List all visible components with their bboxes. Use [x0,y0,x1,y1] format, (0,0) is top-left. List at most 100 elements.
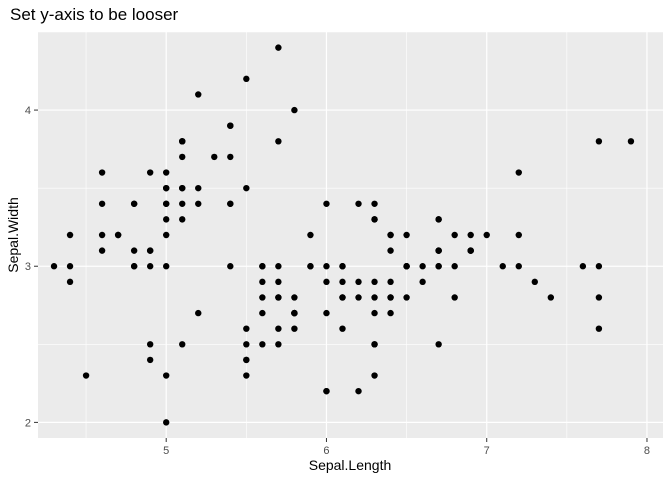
data-point [243,356,250,364]
data-point [371,278,378,286]
x-tick-label: 6 [323,445,329,457]
data-point [355,294,362,301]
x-tick-label: 7 [484,445,490,457]
plot-panel [38,32,663,438]
data-point [419,278,426,286]
data-point [163,169,170,176]
data-point [515,169,522,176]
y-tick-label: 3 [25,261,31,273]
data-point [595,325,603,332]
data-point [627,138,635,145]
data-point [130,263,138,270]
data-point [259,263,266,270]
data-point [163,200,170,207]
data-point [66,263,74,270]
data-point [98,247,106,254]
x-tick-label: 8 [644,445,650,457]
data-point [163,231,170,239]
data-point [243,75,250,83]
data-point [387,278,394,286]
data-point [259,294,266,301]
data-point [66,278,74,286]
data-point [179,184,186,192]
data-point [339,325,346,332]
data-point [275,263,282,270]
data-point [227,263,234,270]
data-point [227,122,234,129]
data-point [451,294,458,301]
data-point [179,153,186,161]
data-point [531,278,538,286]
data-point [163,263,170,270]
data-point [355,278,362,286]
data-point [98,200,106,207]
data-point [595,263,603,270]
data-point [371,341,378,348]
data-point [499,263,506,270]
data-point [323,309,330,317]
data-point [355,200,362,207]
data-point [435,216,442,223]
data-point [243,184,250,192]
chart-title: Set y-axis to be looser [10,5,179,24]
y-tick-label: 4 [25,105,31,117]
data-point [291,294,298,301]
data-point [323,263,330,270]
data-point [371,309,378,317]
data-point [275,294,282,301]
data-point [483,231,490,239]
data-point [595,138,603,145]
x-axis-ticks: 5 6 7 8 [163,438,650,457]
data-point [50,263,58,270]
data-point [146,263,154,270]
data-point [259,278,266,286]
data-point [323,278,330,286]
data-point [98,169,106,176]
data-point [579,263,587,270]
data-point [275,44,282,51]
data-point [179,200,186,207]
data-point [515,231,522,239]
data-point [243,325,250,332]
data-point [82,372,90,379]
data-point [419,263,426,270]
data-point [163,184,170,192]
data-point [547,294,555,301]
data-point [146,247,154,254]
data-point [307,263,314,270]
data-point [275,325,282,332]
data-point [435,341,442,348]
data-point [403,263,410,270]
data-point [371,200,378,207]
x-tick-label: 5 [163,445,169,457]
data-point [227,200,234,207]
data-point [387,231,394,239]
data-point [179,138,186,145]
data-point [275,341,282,348]
data-point [371,294,378,301]
data-point [387,294,394,301]
data-point [355,387,362,395]
data-point [371,372,378,379]
data-point [291,325,298,332]
data-points [50,44,635,426]
data-point [339,278,346,286]
data-point [195,309,202,317]
data-point [403,294,410,301]
data-point [146,356,154,364]
data-point [291,309,298,317]
data-point [146,341,154,348]
data-point [467,247,474,254]
data-point [195,91,202,98]
data-point [98,231,106,239]
data-point [114,231,122,239]
data-point [211,153,218,161]
data-point [259,341,266,348]
data-point [451,263,458,270]
data-point [467,231,474,239]
data-point [195,200,202,207]
data-point [387,309,394,317]
data-point [275,278,282,286]
data-point [387,247,394,254]
